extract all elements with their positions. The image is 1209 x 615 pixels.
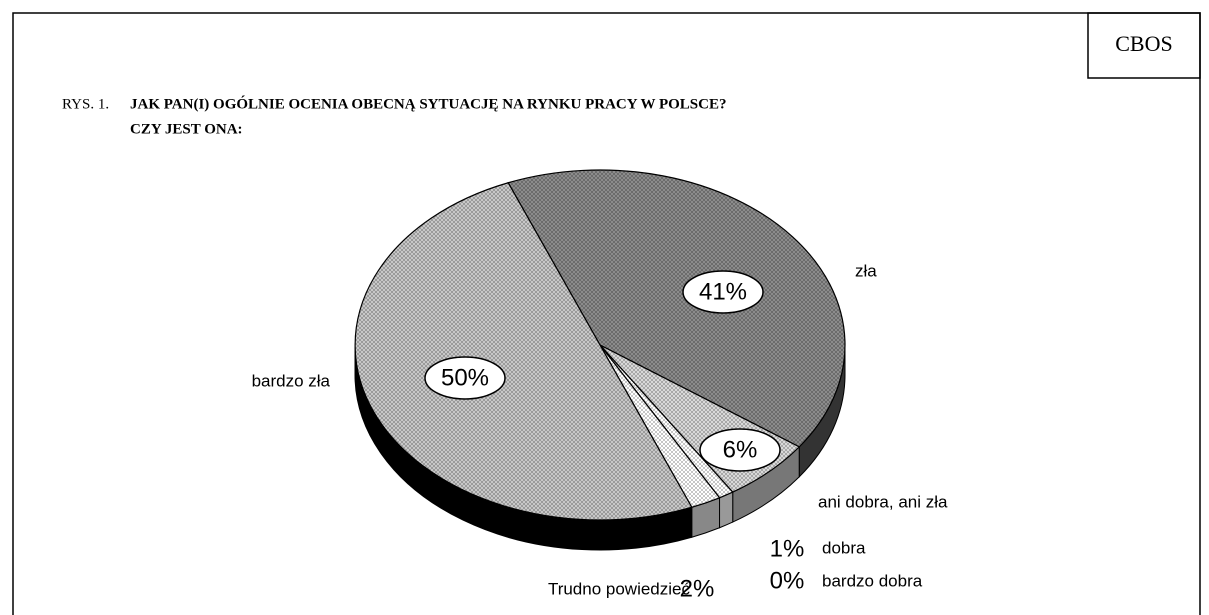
value-label-bubble — [699, 428, 781, 472]
category-label: zła — [855, 261, 877, 280]
category-label: bardzo dobra — [822, 571, 923, 590]
value-label: 2% — [680, 575, 715, 602]
value-label: 6% — [723, 436, 758, 463]
source-box — [1087, 12, 1201, 79]
figure-label: RYS. 1. — [62, 96, 109, 112]
value-label-bubble — [682, 270, 764, 314]
chart-title: JAK PAN(I) OGÓLNIE OCENIA OBECNĄ SYTUACJ… — [130, 95, 726, 112]
value-label: 41% — [699, 278, 747, 305]
value-label: 0% — [770, 567, 805, 594]
chart-subtitle: CZY JEST ONA: — [130, 121, 243, 137]
category-label: ani dobra, ani zła — [818, 492, 948, 511]
value-label-bubble — [424, 356, 506, 400]
value-label: 50% — [441, 364, 489, 391]
frame — [12, 12, 1201, 615]
category-label: Trudno powiedzieć — [548, 579, 691, 598]
value-label: 1% — [770, 535, 805, 562]
category-label: dobra — [822, 538, 866, 557]
category-label: bardzo zła — [252, 371, 331, 390]
source: CBOS — [1115, 31, 1172, 56]
